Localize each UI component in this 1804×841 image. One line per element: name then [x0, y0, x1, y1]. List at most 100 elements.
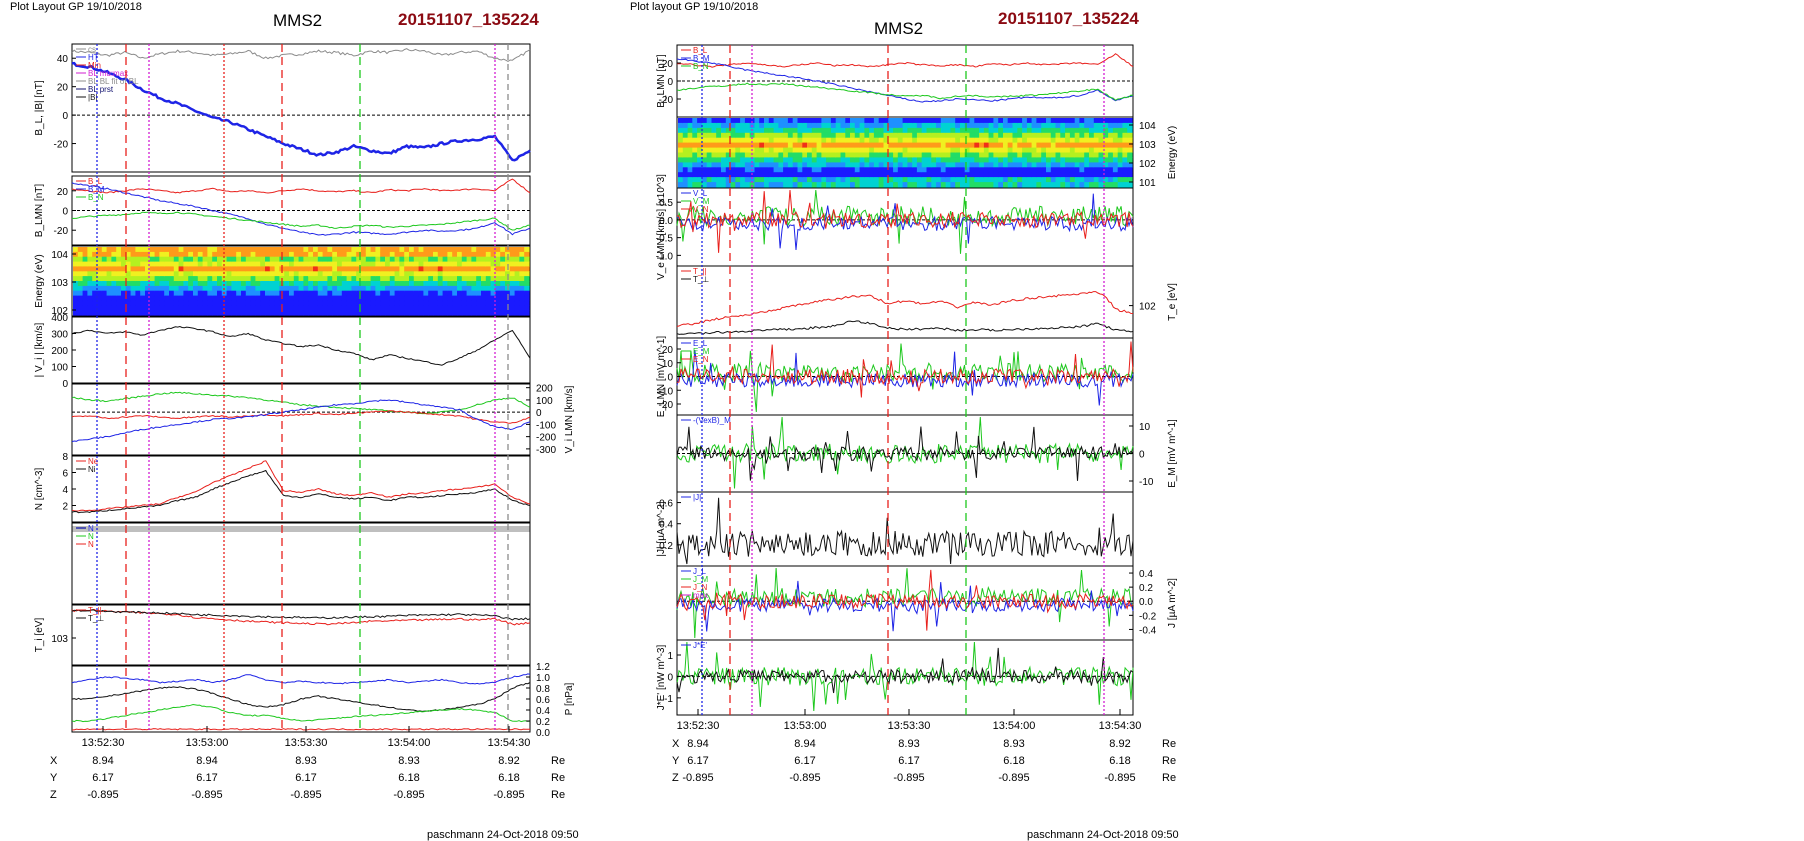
- left-spectrogram-cell: [231, 290, 237, 297]
- right-spectrogram-cell: [869, 122, 875, 129]
- right-spectrogram-cell: [1060, 132, 1066, 139]
- left-panel-frame: [71, 383, 531, 456]
- right-spectrogram-cell: [754, 167, 760, 173]
- left-spectrogram-cell: [452, 290, 458, 297]
- left-spectrogram-cell: [97, 310, 103, 316]
- left-spectrogram-cell: [188, 285, 194, 292]
- right-spectrogram-cell: [754, 157, 760, 163]
- left-spectrogram-cell: [245, 266, 252, 272]
- right-spectrogram-cell: [730, 127, 736, 134]
- left-spectrogram-cell: [313, 256, 319, 263]
- right-spectrogram-cell: [1007, 147, 1014, 154]
- left-spectrogram-cell: [73, 305, 79, 311]
- left-spectrogram-cell: [337, 256, 343, 263]
- right-spectrogram-cell: [940, 137, 947, 144]
- left-spectrogram-cell: [193, 281, 199, 287]
- left-spectrogram-cell: [293, 271, 300, 277]
- left-spectrogram-cell: [125, 266, 132, 272]
- left-spectrogram-cell: [452, 276, 458, 282]
- left-spectrogram-cell: [385, 266, 391, 272]
- left-legend-label: BL mu:max: [88, 69, 128, 78]
- left-spectrogram-cell: [361, 261, 367, 268]
- left-ephem-row-label: X: [50, 755, 58, 767]
- right-ytick-label: 103: [1139, 140, 1156, 151]
- left-spectrogram-cell: [255, 281, 261, 287]
- right-spectrogram-cell: [878, 137, 885, 144]
- left-spectrogram-cell: [361, 256, 367, 263]
- left-ytick-label: 0.6: [536, 695, 550, 706]
- right-spectrogram-cell: [1012, 127, 1018, 134]
- left-spectrogram-cell: [380, 285, 386, 292]
- left-spectrogram-cell: [87, 281, 93, 287]
- left-spectrogram-cell: [116, 247, 122, 253]
- left-spectrogram-cell: [173, 295, 180, 302]
- right-spectrogram-cell: [730, 142, 736, 149]
- right-spectrogram-cell: [1098, 137, 1104, 144]
- left-ytick-label: 200: [536, 384, 553, 395]
- right-spectrogram-cell: [1036, 157, 1042, 163]
- left-spectrogram-cell: [169, 295, 175, 302]
- right-spectrogram-cell: [912, 172, 918, 178]
- left-spectrogram-cell: [337, 300, 343, 306]
- right-spectrogram-cell: [1046, 147, 1052, 154]
- left-spectrogram-cell: [77, 251, 84, 258]
- left-spectrogram-cell: [514, 300, 520, 306]
- left-spectrogram-cell: [428, 290, 434, 297]
- right-spectrogram-cell: [1007, 167, 1014, 173]
- left-spectrogram-cell: [365, 266, 372, 272]
- right-spectrogram-cell: [1041, 118, 1047, 124]
- right-spectrogram-cell: [931, 147, 937, 154]
- right-spectrogram-cell: [783, 182, 789, 188]
- right-spectrogram-cell: [1098, 118, 1104, 124]
- left-spectrogram-cell: [121, 251, 127, 258]
- left-spectrogram-cell: [356, 310, 362, 316]
- right-spectrogram-cell: [1050, 182, 1057, 188]
- left-spectrogram-cell: [356, 300, 362, 306]
- right-spectrogram-cell: [845, 182, 851, 188]
- left-legend-label: T_||: [88, 606, 102, 615]
- right-spectrogram-cell: [1060, 152, 1066, 158]
- left-ytick-label: 0.4: [536, 706, 550, 717]
- left-spectrogram-cell: [111, 261, 117, 268]
- left-spectrogram-cell: [437, 261, 444, 268]
- right-ylabel: J*E' [nW m^-3]: [656, 645, 667, 711]
- left-spectrogram-cell: [341, 305, 348, 311]
- right-spectrogram-cell: [1031, 122, 1037, 129]
- right-spectrogram-cell: [850, 162, 856, 168]
- left-spectrogram-cell: [389, 305, 396, 311]
- left-spectrogram-cell: [461, 285, 468, 292]
- left-spectrogram-cell: [149, 271, 156, 277]
- right-spectrogram-cell: [1127, 122, 1133, 129]
- left-spectrogram-cell: [217, 256, 223, 263]
- right-spectrogram-cell: [921, 152, 928, 158]
- right-time-tick-label: 13:54:30: [1099, 720, 1142, 732]
- left-spectrogram-cell: [140, 251, 146, 258]
- right-spectrogram-cell: [835, 132, 842, 139]
- right-spectrogram-cell: [1084, 137, 1090, 144]
- right-spectrogram-cell: [850, 167, 856, 173]
- right-ephem-value: 8.92: [1109, 738, 1130, 750]
- left-ytick-label: 300: [51, 330, 68, 341]
- right-spectrogram-cell: [883, 137, 889, 144]
- left-spectrogram-cell: [509, 261, 516, 268]
- right-spectrogram-cell: [1012, 118, 1018, 124]
- left-spectrogram-cell: [322, 300, 328, 306]
- left-spectrogram-cell: [389, 251, 396, 258]
- right-spectrogram-cell: [902, 152, 908, 158]
- left-spectrogram-cell: [380, 261, 386, 268]
- right-spectrogram-cell: [725, 172, 732, 178]
- left-spectrogram-cell: [87, 266, 93, 272]
- right-spectrogram-cell: [1127, 132, 1133, 139]
- left-spectrogram-cell: [389, 276, 396, 282]
- left-spectrogram-cell: [140, 281, 146, 287]
- left-spectrogram-cell: [490, 271, 496, 277]
- right-spectrogram-cell: [1026, 172, 1033, 178]
- right-spectrogram-cell: [1089, 137, 1095, 144]
- right-spectrogram-cell: [811, 127, 818, 134]
- left-spectrogram-cell: [231, 285, 237, 292]
- right-spectrogram-cell: [802, 182, 808, 188]
- right-spectrogram-cell: [1026, 167, 1033, 173]
- left-spectrogram-cell: [183, 305, 189, 311]
- right-spectrogram-cell: [1031, 127, 1037, 134]
- left-spectrogram-cell: [370, 266, 376, 272]
